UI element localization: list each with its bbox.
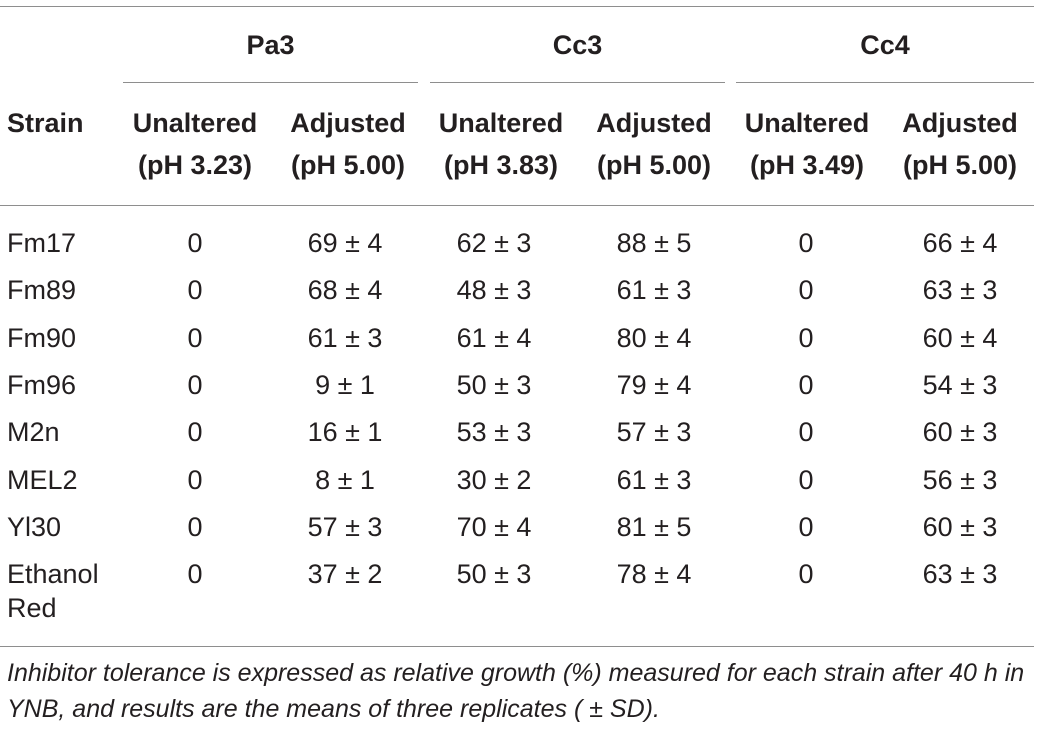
group-rule-cc4 [736,82,1034,83]
value-cell: 68 ± 4 [307,275,383,306]
value-cell: 80 ± 4 [616,322,692,353]
strain-cell: Fm17 [7,228,77,258]
value-cell: 61 ± 3 [616,275,692,306]
group-header-cc3: Cc3 [552,30,603,60]
strain-cell: Yl30 [7,511,62,542]
table-row: Fm96 0 9 ± 1 50 ± 3 79 ± 4 0 54 ± 3 [0,368,1040,415]
table-row: Yl30 0 57 ± 3 70 ± 4 81 ± 5 0 60 ± 3 [0,510,1040,557]
value-cell: 57 ± 3 [616,417,692,448]
value-cell: 66 ± 4 [922,228,998,258]
value-cell: 0 [187,322,203,353]
value-cell: 70 ± 4 [456,511,532,542]
value-cell: 63 ± 3 [922,559,998,590]
table-row: MEL2 0 8 ± 1 30 ± 2 61 ± 3 0 56 ± 3 [0,463,1040,510]
table-row: M2n 0 16 ± 1 53 ± 3 57 ± 3 0 60 ± 3 [0,415,1040,462]
value-cell: 0 [798,322,814,353]
bottom-rule [0,646,1034,647]
value-cell: 16 ± 1 [307,417,383,448]
value-cell: 0 [798,464,814,495]
group-rule-cc3 [430,82,725,83]
value-cell: 0 [798,228,814,258]
value-cell: 0 [187,275,203,306]
value-cell: 0 [798,417,814,448]
strain-cell: Ethanol Red [7,559,99,624]
value-cell: 56 ± 3 [922,464,998,495]
value-cell: 8 ± 1 [315,464,375,495]
value-cell: 61 ± 3 [307,322,383,353]
value-cell: 50 ± 3 [456,369,532,400]
value-cell: 0 [798,369,814,400]
group-header-cc4: Cc4 [860,30,910,60]
strain-cell: Fm89 [7,275,77,306]
value-cell: 0 [798,511,814,542]
value-cell: 79 ± 4 [616,369,692,400]
value-cell: 48 ± 3 [456,275,532,306]
value-cell: 37 ± 2 [307,559,383,590]
strain-cell: Fm96 [7,369,77,400]
subheader-cc4-adjusted: Adjusted (pH 5.00) [902,108,1018,180]
group-rule-pa3 [123,82,418,83]
table-row: Fm90 0 61 ± 3 61 ± 4 80 ± 4 0 60 ± 4 [0,321,1040,368]
value-cell: 61 ± 4 [456,322,532,353]
value-cell: 0 [187,228,203,258]
value-cell: 54 ± 3 [922,369,998,400]
value-cell: 53 ± 3 [456,417,532,448]
header-rule [0,205,1034,206]
value-cell: 60 ± 3 [922,511,998,542]
value-cell: 60 ± 4 [922,322,998,353]
value-cell: 0 [187,369,203,400]
strain-cell: MEL2 [7,464,78,495]
value-cell: 61 ± 3 [616,464,692,495]
value-cell: 62 ± 3 [456,228,532,258]
table-footnote: Inhibitor tolerance is expressed as rela… [7,659,1025,723]
strain-header: Strain [7,108,84,138]
subheader-cc3-adjusted: Adjusted (pH 5.00) [596,108,712,180]
value-cell: 0 [798,559,814,590]
value-cell: 69 ± 4 [307,228,383,258]
value-cell: 81 ± 5 [616,511,692,542]
subheader-cc4-unaltered: Unaltered (pH 3.49) [744,108,870,180]
value-cell: 9 ± 1 [315,369,375,400]
value-cell: 30 ± 2 [456,464,532,495]
value-cell: 63 ± 3 [922,275,998,306]
value-cell: 50 ± 3 [456,559,532,590]
value-cell: 0 [187,417,203,448]
subheader-pa3-adjusted: Adjusted (pH 5.00) [290,108,406,180]
subheader-pa3-unaltered: Unaltered (pH 3.23) [132,108,258,180]
value-cell: 88 ± 5 [616,228,692,258]
group-header-pa3: Pa3 [246,30,295,60]
value-cell: 0 [187,511,203,542]
strain-cell: M2n [7,417,60,448]
subheader-cc3-unaltered: Unaltered (pH 3.83) [438,108,564,180]
table-row: Fm89 0 68 ± 4 48 ± 3 61 ± 3 0 63 ± 3 [0,273,1040,320]
value-cell: 57 ± 3 [307,511,383,542]
value-cell: 78 ± 4 [616,559,692,590]
value-cell: 0 [187,559,203,590]
table-row: Fm17 0 69 ± 4 62 ± 3 88 ± 5 0 66 ± 4 [0,226,1040,273]
top-rule [0,6,1034,7]
table-row: Ethanol Red 0 37 ± 2 50 ± 3 78 ± 4 0 63 ± 3 [0,557,1040,623]
strain-cell: Fm90 [7,322,77,353]
value-cell: 0 [798,275,814,306]
value-cell: 0 [187,464,203,495]
value-cell: 60 ± 3 [922,417,998,448]
